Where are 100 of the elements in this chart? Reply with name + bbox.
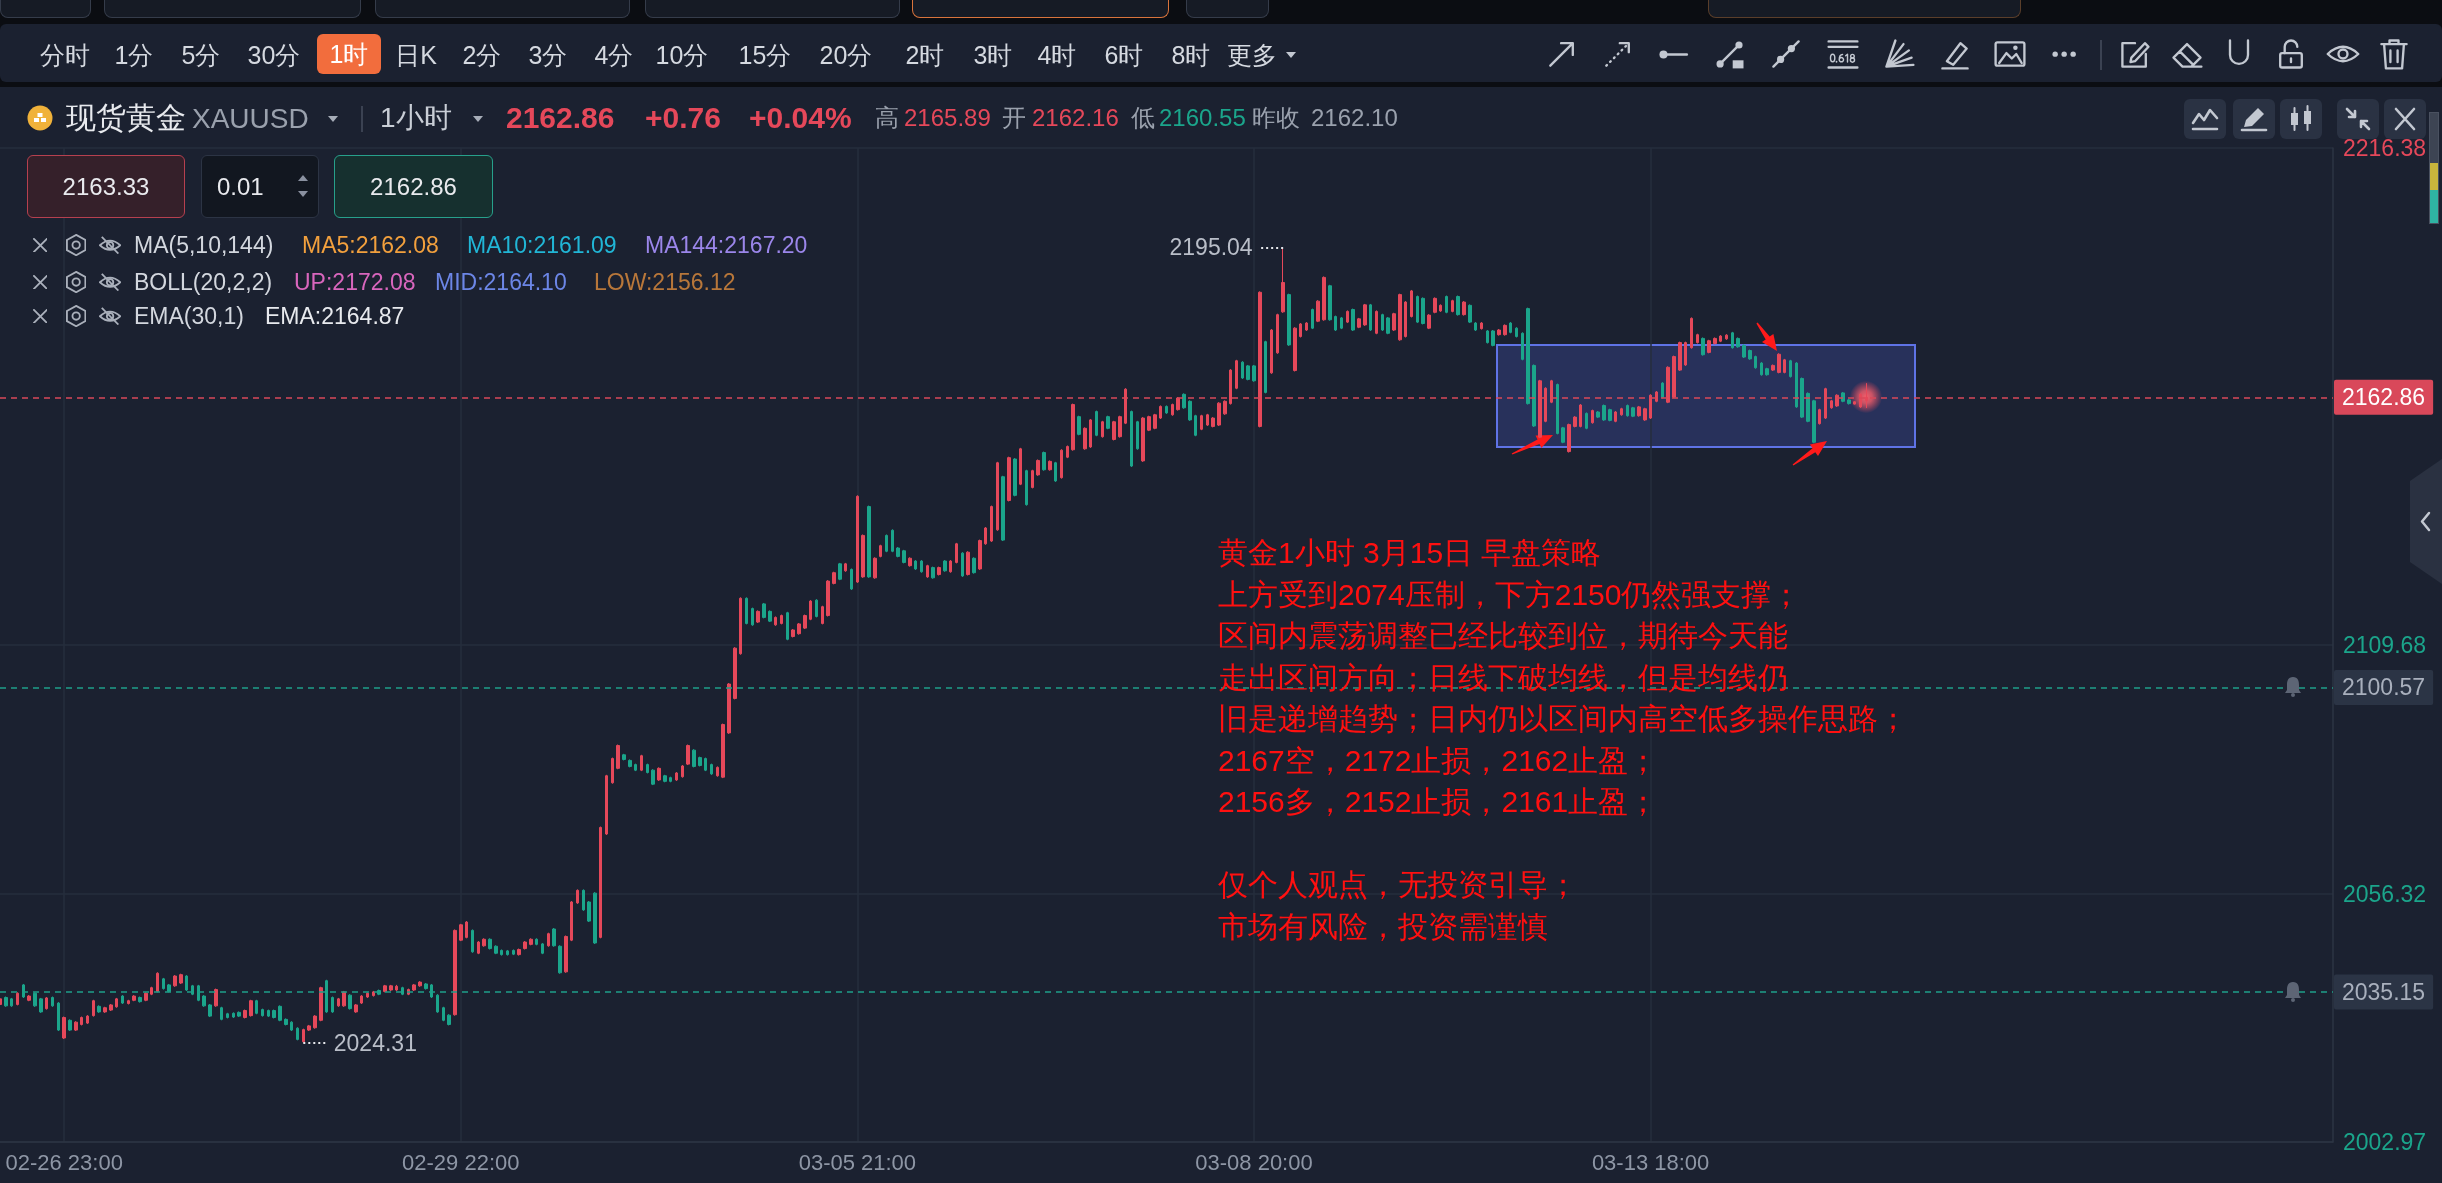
text: 分时 bbox=[40, 40, 90, 70]
candlestick bbox=[727, 682, 731, 735]
candlestick bbox=[1276, 313, 1279, 355]
ref-line-label: 2100.57 bbox=[2342, 674, 2426, 701]
candlestick bbox=[1270, 328, 1273, 375]
annotation: 区间内震荡调整已经比较到位，期待今天能 bbox=[1218, 618, 1788, 654]
y-tick-label: 2056.32 bbox=[2343, 880, 2427, 907]
y-tick-label: 2002.97 bbox=[2343, 1129, 2427, 1155]
candlestick bbox=[1194, 414, 1197, 437]
candlestick bbox=[51, 996, 54, 1008]
candlestick bbox=[815, 598, 818, 618]
candlestick bbox=[1130, 410, 1133, 468]
candlestick bbox=[587, 900, 591, 923]
candlestick bbox=[1025, 469, 1028, 507]
candlestick bbox=[762, 602, 766, 619]
candlestick bbox=[86, 1014, 89, 1025]
candlestick bbox=[74, 1020, 78, 1032]
candlestick bbox=[68, 1018, 72, 1032]
candlestick bbox=[1363, 303, 1367, 327]
candlestick bbox=[1690, 316, 1693, 350]
candlestick bbox=[1433, 296, 1437, 314]
candlestick bbox=[383, 984, 387, 993]
candlestick bbox=[1754, 355, 1757, 370]
candlestick bbox=[1765, 367, 1769, 377]
candlestick bbox=[920, 559, 923, 574]
candlestick bbox=[1246, 364, 1250, 381]
annotation: EMA:2164.87 bbox=[265, 302, 405, 330]
x-tick-label: 03-08 20:00 bbox=[1195, 1149, 1313, 1175]
text: 15分 bbox=[738, 40, 792, 70]
annotation: MA10:2161.09 bbox=[467, 231, 617, 259]
candlestick bbox=[523, 940, 527, 950]
annotation: MA5:2162.08 bbox=[302, 231, 439, 259]
candlestick bbox=[692, 748, 696, 768]
chart-title: 现货黄金 bbox=[66, 100, 186, 136]
candlestick bbox=[226, 1012, 229, 1019]
candlestick bbox=[412, 983, 416, 992]
candlestick bbox=[745, 596, 748, 625]
candlestick bbox=[628, 758, 632, 768]
candlestick bbox=[996, 461, 999, 532]
candlestick bbox=[237, 1010, 241, 1018]
candlestick bbox=[512, 949, 515, 956]
active-tab: 1时 bbox=[317, 34, 381, 74]
annotation: 上方受到2074压制，下方2150仍然强支撑； bbox=[1218, 577, 1802, 612]
candlestick bbox=[255, 999, 258, 1015]
candlestick bbox=[663, 774, 667, 783]
price-button: 2163.33 bbox=[27, 155, 185, 218]
annotation: MA(5,10,144) bbox=[134, 231, 274, 259]
candlestick bbox=[978, 539, 982, 571]
candlestick bbox=[307, 1024, 311, 1032]
candlestick bbox=[891, 528, 894, 553]
candlestick bbox=[867, 505, 871, 579]
candlestick bbox=[442, 1006, 445, 1022]
candlestick bbox=[447, 1013, 451, 1026]
candlestick bbox=[1748, 349, 1752, 361]
candlestick bbox=[1602, 404, 1606, 422]
y-tick-label: 2109.68 bbox=[2343, 631, 2427, 658]
candlestick bbox=[1701, 336, 1705, 357]
candlestick bbox=[1071, 403, 1075, 452]
candlestick bbox=[1556, 383, 1559, 435]
text: 3分 bbox=[528, 40, 568, 70]
candlestick bbox=[698, 756, 702, 767]
candlestick bbox=[57, 1001, 60, 1032]
candlestick bbox=[832, 571, 836, 585]
candlestick bbox=[955, 542, 958, 564]
text: 更多 bbox=[1227, 40, 1277, 70]
candlestick bbox=[331, 996, 334, 1014]
candlestick bbox=[418, 980, 422, 988]
candlestick bbox=[622, 753, 626, 761]
candlestick bbox=[342, 990, 346, 1008]
candlestick bbox=[1048, 459, 1052, 472]
candlestick bbox=[1585, 411, 1588, 430]
candlestick bbox=[1346, 309, 1349, 324]
candlestick bbox=[1060, 448, 1063, 480]
candlestick bbox=[1381, 313, 1384, 332]
candlestick bbox=[1486, 329, 1489, 345]
candlestick bbox=[424, 982, 428, 991]
text: 开 bbox=[1002, 104, 1026, 132]
candlestick bbox=[1147, 415, 1151, 432]
candlestick bbox=[739, 596, 742, 656]
candlestick bbox=[1287, 293, 1291, 347]
candlestick bbox=[1439, 303, 1442, 313]
candlestick bbox=[1106, 415, 1110, 430]
candlestick bbox=[27, 994, 31, 1002]
candlestick bbox=[1369, 303, 1372, 332]
candlestick bbox=[1089, 418, 1092, 449]
candlestick bbox=[156, 971, 159, 993]
text: 低 bbox=[1131, 104, 1155, 132]
candlestick bbox=[675, 771, 678, 782]
candlestick bbox=[593, 891, 597, 945]
candlestick bbox=[535, 937, 538, 946]
candlestick bbox=[786, 611, 789, 641]
candlestick bbox=[4, 996, 8, 1008]
candlestick bbox=[1241, 360, 1244, 380]
candlestick bbox=[984, 526, 987, 546]
candlestick bbox=[1468, 303, 1472, 324]
annotation: 2162.86 bbox=[370, 172, 457, 201]
candlestick bbox=[908, 556, 912, 568]
text: 5分 bbox=[181, 40, 221, 70]
candlestick bbox=[1159, 404, 1162, 420]
candlestick bbox=[961, 551, 964, 578]
